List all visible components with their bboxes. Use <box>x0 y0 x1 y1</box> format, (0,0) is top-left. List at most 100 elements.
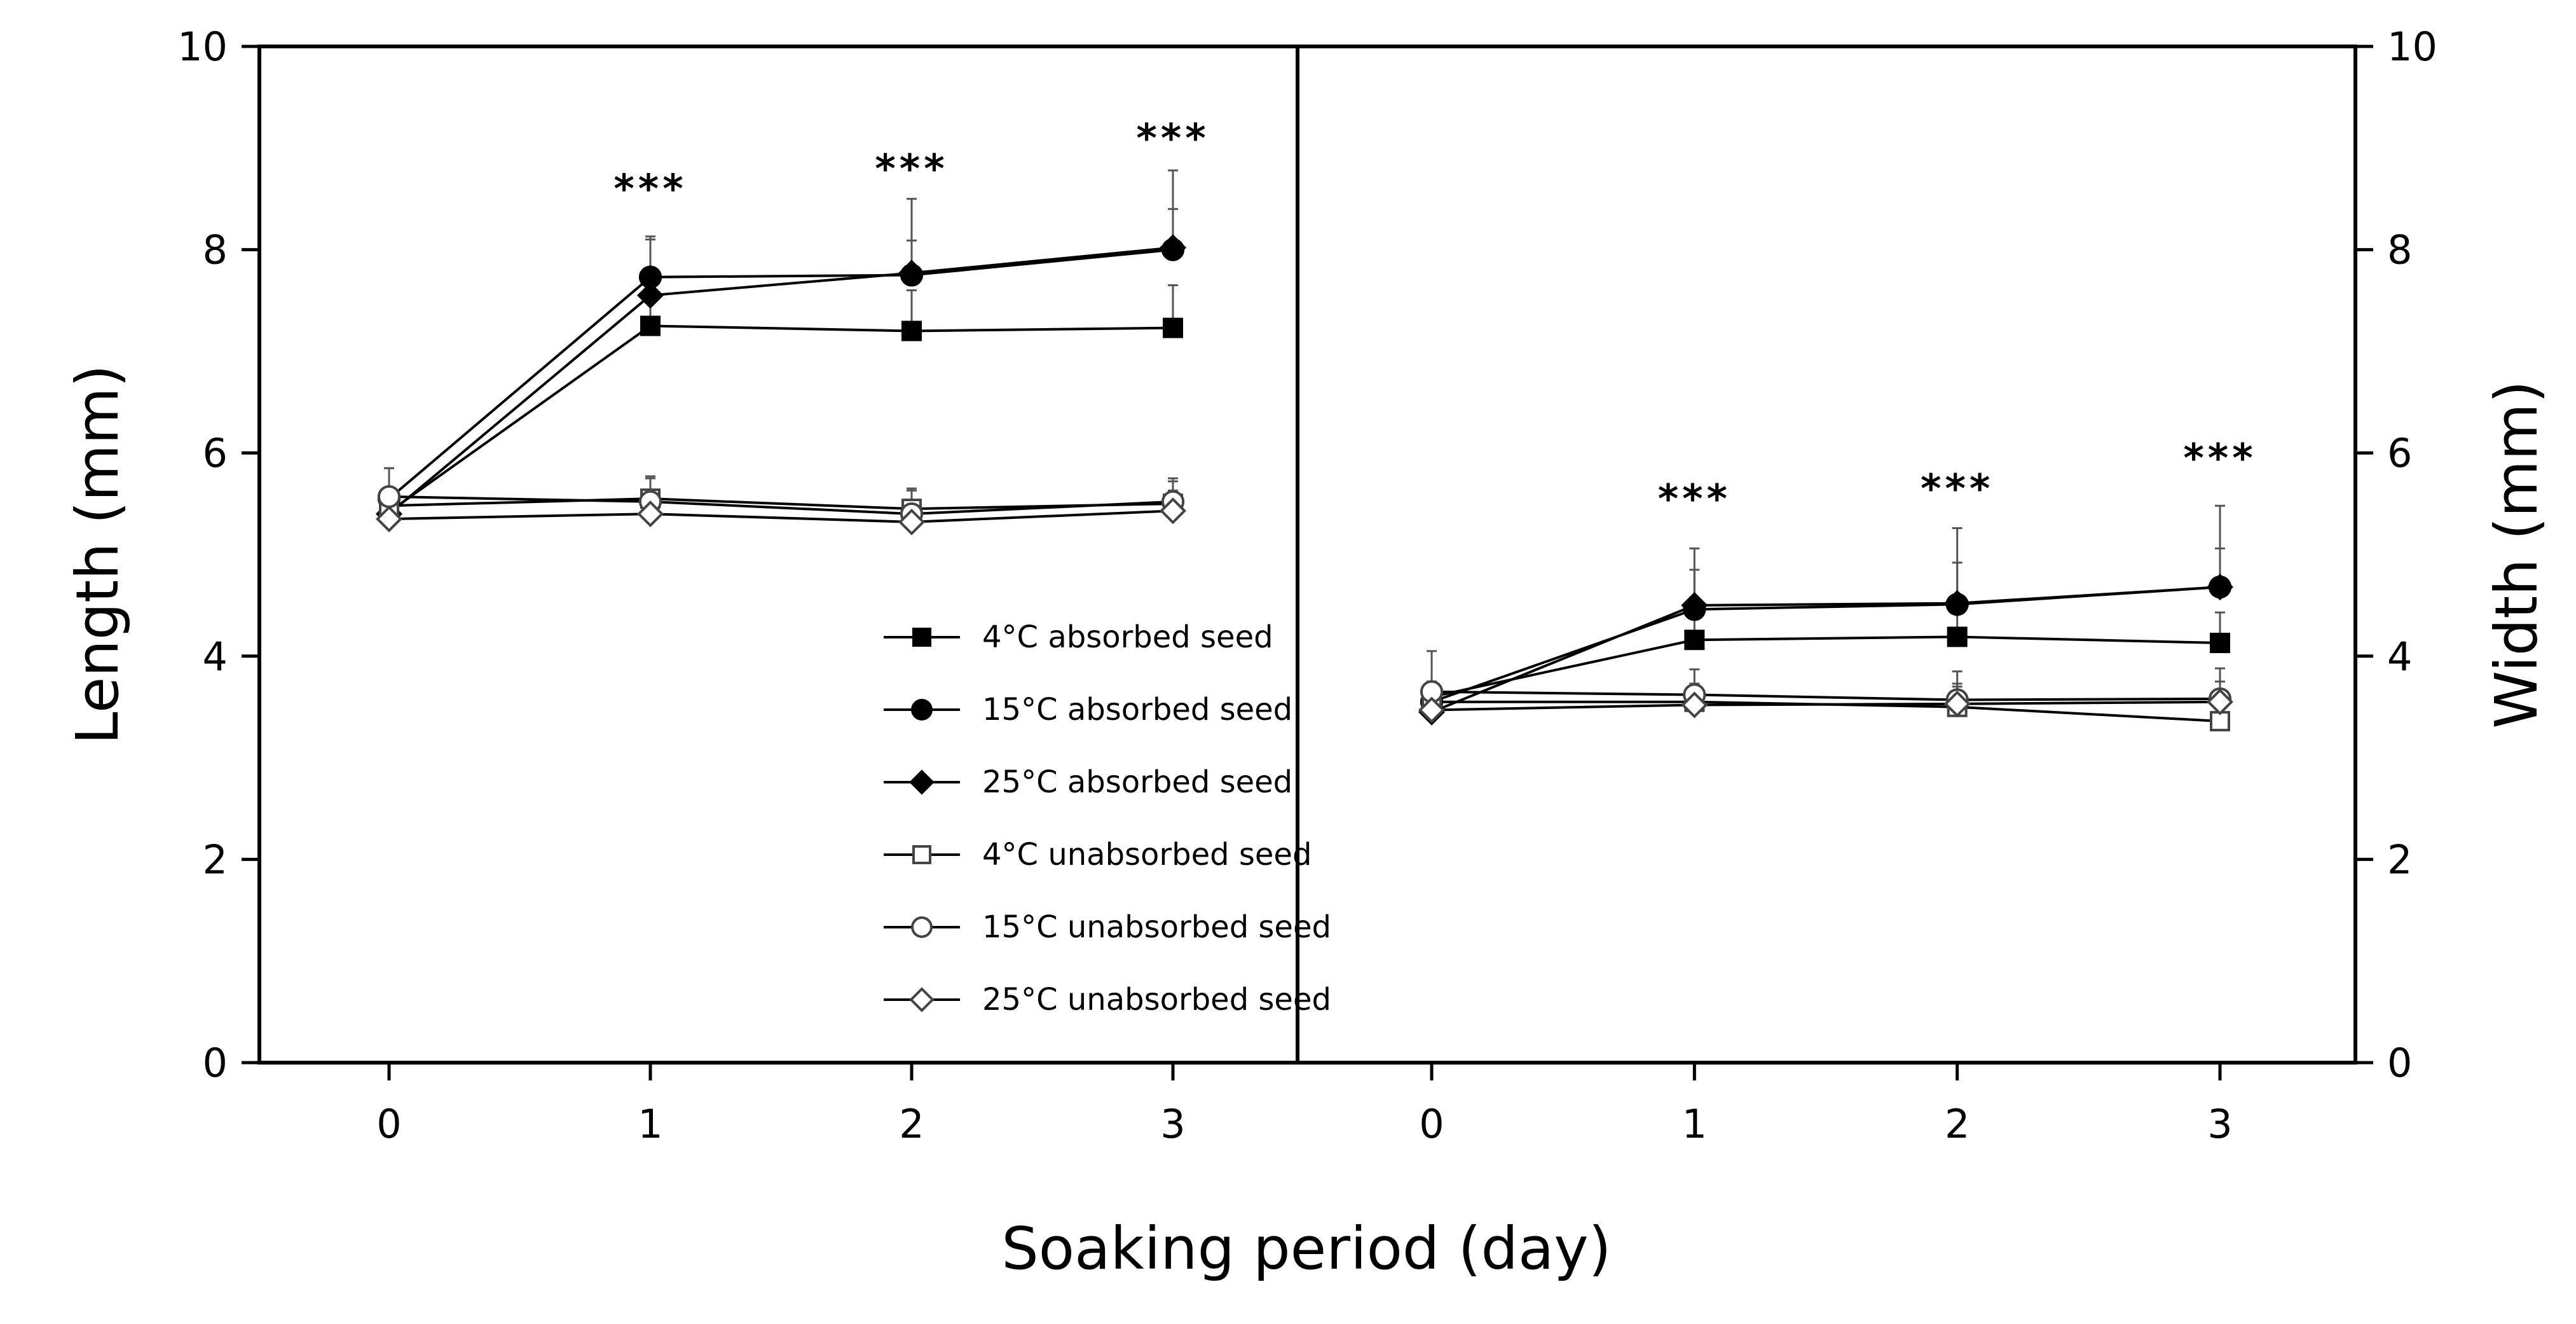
data-point <box>2210 633 2230 654</box>
significance-layer: *** *** *** *** *** *** <box>613 115 2256 522</box>
data-point <box>1947 626 1968 647</box>
y-tick-label-right: 4 <box>2387 633 2412 680</box>
x-axis: 0 1 2 3 0 1 2 3 <box>376 1063 2233 1147</box>
legend-label: 25°C absorbed seed <box>982 764 1292 800</box>
legend-marker <box>911 699 933 721</box>
data-point <box>2210 711 2230 732</box>
legend-marker <box>911 916 933 938</box>
data-point <box>1943 590 1971 617</box>
data-point <box>1159 497 1187 525</box>
data-point <box>1681 691 1708 719</box>
series-line <box>388 246 1174 515</box>
legend-label: 25°C unabsorbed seed <box>982 982 1331 1017</box>
series-layer <box>375 169 2234 732</box>
y-tick-label-left: 0 <box>203 1040 228 1086</box>
plot-area-border <box>257 45 2357 1065</box>
series-length-abs15 <box>384 169 1178 500</box>
legend-label: 15°C absorbed seed <box>982 692 1292 728</box>
data-point <box>901 321 922 341</box>
series-length-abs25 <box>384 208 1178 515</box>
markers-length-abs15 <box>377 238 1185 511</box>
significance-label: *** <box>2183 435 2256 481</box>
data-point <box>1418 696 1446 724</box>
series-width-abs4 <box>1427 605 2225 698</box>
y-axis-title-right: Width (mm) <box>2483 380 2551 729</box>
series-line <box>388 324 1174 513</box>
data-point <box>2206 574 2234 601</box>
legend-item-abs4: 4°C absorbed seed <box>884 619 1273 655</box>
plot-frame <box>257 45 2357 1065</box>
series-line <box>1431 690 2221 701</box>
y-tick-label-right: 2 <box>2387 836 2412 883</box>
markers-width-unab15 <box>1420 680 2232 712</box>
x-tick-label: 0 <box>1419 1101 1444 1147</box>
legend-item-unab4: 4°C unabsorbed seed <box>884 837 1312 872</box>
data-point <box>1159 234 1187 261</box>
significance-label: *** <box>1136 115 1209 162</box>
series-length-unab15 <box>384 467 1178 516</box>
x-tick-label: 2 <box>1945 1101 1970 1147</box>
data-point <box>1163 317 1183 338</box>
series-line <box>1431 700 2221 712</box>
data-point <box>1943 690 1971 717</box>
right-y-axis: 0 2 4 6 8 10 <box>2355 24 2437 1086</box>
x-tick-label: 2 <box>899 1101 924 1147</box>
y-tick-label-right: 6 <box>2387 430 2412 476</box>
legend: 4°C absorbed seed 15°C absorbed seed 25°C … <box>884 619 1331 1017</box>
series-width-abs25 <box>1427 547 2225 714</box>
y-tick-label-left: 6 <box>203 430 228 476</box>
data-point <box>375 506 403 533</box>
series-length-unab4 <box>384 477 1178 511</box>
series-line <box>1431 586 2221 714</box>
legend-marker <box>909 987 935 1012</box>
data-point <box>1681 591 1708 619</box>
legend-marker <box>912 845 931 864</box>
left-y-axis: 0 2 4 6 8 10 <box>177 24 259 1086</box>
legend-item-unab25: 25°C unabsorbed seed <box>884 982 1331 1017</box>
y-tick-label-right: 8 <box>2387 227 2412 273</box>
data-point <box>640 315 661 336</box>
x-tick-label: 1 <box>1682 1101 1707 1147</box>
legend-item-abs25: 25°C absorbed seed <box>884 764 1292 800</box>
series-width-unab25 <box>1427 680 2225 712</box>
y-tick-label-right: 10 <box>2387 24 2437 70</box>
y-tick-label-left: 8 <box>203 227 228 273</box>
data-point <box>377 485 401 509</box>
series-width-unab15 <box>1427 650 2225 701</box>
y-axis-title-left: Length (mm) <box>64 364 132 745</box>
x-tick-label: 0 <box>376 1101 401 1147</box>
y-tick-label-left: 2 <box>203 836 228 883</box>
markers-width-unab25 <box>1418 688 2234 724</box>
legend-item-unab15: 15°C unabsorbed seed <box>884 909 1331 945</box>
legend-marker <box>909 769 935 795</box>
y-tick-label-right: 0 <box>2387 1040 2412 1086</box>
x-axis-title: Soaking period (day) <box>1001 1215 1611 1283</box>
legend-label: 4°C absorbed seed <box>982 619 1273 655</box>
significance-label: *** <box>875 146 948 192</box>
legend-label: 4°C unabsorbed seed <box>982 837 1312 872</box>
legend-label: 15°C unabsorbed seed <box>982 909 1331 945</box>
y-tick-label-left: 4 <box>203 633 228 680</box>
significance-label: *** <box>1658 476 1731 522</box>
series-length-abs4 <box>384 284 1178 513</box>
markers-length-abs25 <box>375 234 1187 528</box>
data-point <box>1684 630 1705 651</box>
series-line <box>388 509 1174 523</box>
series-line <box>1431 635 2221 698</box>
x-tick-label: 3 <box>1160 1101 1185 1147</box>
significance-label: *** <box>1921 465 1994 512</box>
series-line <box>388 248 1174 500</box>
data-point <box>636 282 664 309</box>
markers-length-abs4 <box>379 315 1183 522</box>
data-point <box>898 508 926 535</box>
series-line <box>388 495 1174 516</box>
data-point <box>898 259 926 287</box>
markers-length-unab25 <box>375 497 1187 535</box>
significance-label: *** <box>613 166 687 212</box>
y-tick-label-left: 10 <box>177 24 228 70</box>
legend-marker <box>912 628 931 647</box>
legend-item-abs15: 15°C absorbed seed <box>884 692 1292 728</box>
series-line <box>388 497 1174 511</box>
data-point <box>2206 688 2234 715</box>
